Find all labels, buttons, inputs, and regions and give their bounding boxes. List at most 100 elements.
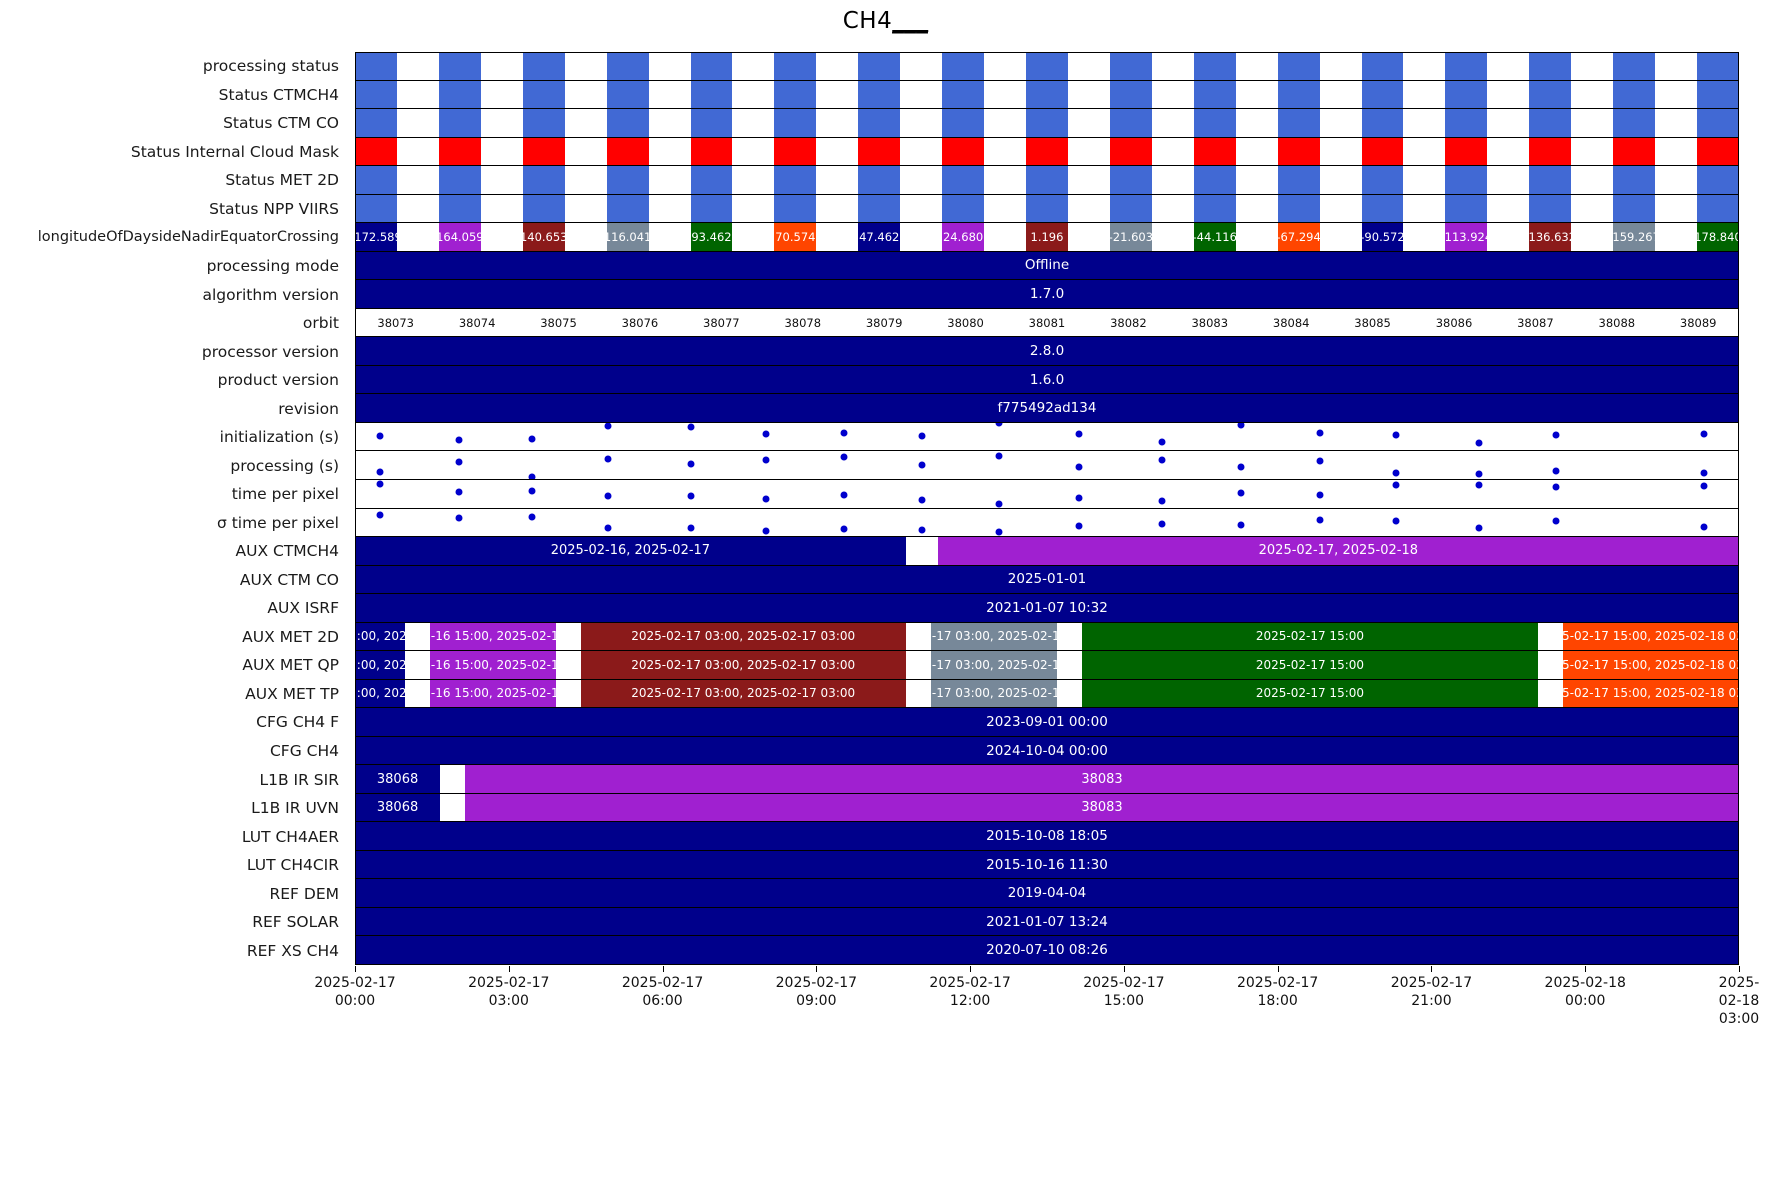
status-cell[interactable] <box>1697 80 1739 109</box>
status-cell[interactable] <box>858 194 901 223</box>
orbit-cell[interactable]: 38075 <box>517 308 600 337</box>
longitude-value-cell[interactable]: 164.059 <box>436 223 484 251</box>
status-cell[interactable] <box>1487 166 1530 194</box>
status-cell[interactable] <box>1277 194 1320 223</box>
status-cell[interactable] <box>480 137 523 166</box>
longitude-value-cell[interactable]: -113.924 <box>1440 223 1492 251</box>
status-cell[interactable] <box>1613 109 1656 137</box>
constant-value-bar[interactable]: Offline <box>355 251 1739 280</box>
status-cell[interactable] <box>858 109 901 137</box>
longitude-gap-cell[interactable] <box>1571 223 1614 251</box>
status-cell[interactable] <box>1529 137 1572 166</box>
status-cell[interactable] <box>858 80 901 109</box>
status-cell[interactable] <box>648 109 691 137</box>
status-cell[interactable] <box>1487 53 1530 80</box>
status-cell[interactable] <box>1529 53 1572 80</box>
constant-value-bar[interactable]: 2015-10-08 18:05 <box>355 822 1739 850</box>
status-cell[interactable] <box>1445 166 1488 194</box>
met-segment[interactable]: 2025-02-17 15:00, 2025-02-18 03:00 <box>1563 679 1739 708</box>
status-cell[interactable] <box>900 166 943 194</box>
status-cell[interactable] <box>1151 80 1194 109</box>
status-cell[interactable] <box>564 194 607 223</box>
status-cell[interactable] <box>1697 53 1739 80</box>
status-cell[interactable] <box>1026 194 1068 223</box>
met-segment[interactable] <box>555 651 581 679</box>
status-cell[interactable] <box>1319 194 1362 223</box>
status-cell[interactable] <box>984 194 1026 223</box>
status-cell[interactable] <box>1109 137 1152 166</box>
status-cell[interactable] <box>1403 53 1446 80</box>
status-cell[interactable] <box>690 137 733 166</box>
status-cell[interactable] <box>1403 137 1446 166</box>
status-cell[interactable] <box>438 109 481 137</box>
longitude-value-cell[interactable]: -90.572 <box>1360 223 1405 251</box>
longitude-gap-cell[interactable] <box>732 223 775 251</box>
longitude-value-cell[interactable]: 47.462 <box>858 223 901 251</box>
status-cell[interactable] <box>1361 137 1404 166</box>
met-segment[interactable]: 2025-02-17 03:00, 2025-02-17 03:00 <box>580 679 906 708</box>
status-cell[interactable] <box>858 137 901 166</box>
orbit-cell[interactable]: 38087 <box>1494 308 1577 337</box>
status-cell[interactable] <box>564 80 607 109</box>
met-segment[interactable] <box>1538 651 1564 679</box>
orbit-cell[interactable]: 38076 <box>599 308 681 337</box>
status-cell[interactable] <box>732 194 775 223</box>
status-cell[interactable] <box>1109 166 1152 194</box>
status-cell[interactable] <box>480 194 523 223</box>
status-cell[interactable] <box>774 137 817 166</box>
status-cell[interactable] <box>1571 166 1614 194</box>
met-segment[interactable]: 2025-02-17 03:00, 2025-02-17 03:00 <box>580 651 906 679</box>
status-cell[interactable] <box>1067 53 1110 80</box>
status-cell[interactable] <box>1697 137 1739 166</box>
longitude-value-cell[interactable]: 178.840 <box>1694 223 1739 251</box>
status-cell[interactable] <box>1403 109 1446 137</box>
status-cell[interactable] <box>1487 109 1530 137</box>
status-cell[interactable] <box>900 137 943 166</box>
status-cell[interactable] <box>984 53 1026 80</box>
status-cell[interactable] <box>1235 166 1278 194</box>
orbit-cell[interactable]: 38081 <box>1006 308 1088 337</box>
status-cell[interactable] <box>480 53 523 80</box>
status-cell[interactable] <box>606 194 649 223</box>
status-cell[interactable] <box>1067 166 1110 194</box>
status-cell[interactable] <box>522 137 565 166</box>
status-cell[interactable] <box>1026 80 1068 109</box>
status-cell[interactable] <box>1319 53 1362 80</box>
longitude-gap-cell[interactable] <box>1319 223 1362 251</box>
status-cell[interactable] <box>1613 194 1656 223</box>
longitude-value-cell[interactable]: -136.632 <box>1524 223 1576 251</box>
met-segment[interactable]: 2025-02-16 15:00, 2025-02-17 03:00 <box>355 651 405 679</box>
constant-value-bar[interactable]: 2015-10-16 11:30 <box>355 850 1739 879</box>
status-cell[interactable] <box>522 109 565 137</box>
met-segment[interactable] <box>905 679 931 708</box>
l1b-segment[interactable]: 38083 <box>465 765 1739 793</box>
longitude-gap-cell[interactable] <box>900 223 943 251</box>
status-cell[interactable] <box>396 80 439 109</box>
longitude-gap-cell[interactable] <box>1403 223 1446 251</box>
constant-value-bar[interactable]: 2019-04-04 <box>355 879 1739 907</box>
status-cell[interactable] <box>1571 80 1614 109</box>
status-cell[interactable] <box>1403 194 1446 223</box>
met-segment[interactable] <box>1056 679 1082 708</box>
status-cell[interactable] <box>1613 80 1656 109</box>
status-cell[interactable] <box>438 137 481 166</box>
status-cell[interactable] <box>1193 80 1236 109</box>
status-cell[interactable] <box>1445 80 1488 109</box>
status-cell[interactable] <box>564 109 607 137</box>
status-cell[interactable] <box>942 109 985 137</box>
status-cell[interactable] <box>396 166 439 194</box>
status-cell[interactable] <box>522 80 565 109</box>
status-cell[interactable] <box>438 166 481 194</box>
longitude-value-cell[interactable]: 70.574 <box>774 223 817 251</box>
met-segment[interactable]: 2025-02-17 15:00 <box>1081 679 1539 708</box>
met-segment[interactable]: 2025-02-17 03:00, 2025-02-17 03:00 <box>580 622 906 651</box>
status-cell[interactable] <box>816 109 859 137</box>
status-cell[interactable] <box>1109 80 1152 109</box>
constant-value-bar[interactable]: 1.6.0 <box>355 365 1739 394</box>
status-cell[interactable] <box>1193 166 1236 194</box>
status-cell[interactable] <box>1655 166 1697 194</box>
aux-ctmch4-segment[interactable]: 2025-02-16, 2025-02-17 <box>355 537 906 565</box>
longitude-gap-cell[interactable] <box>1067 223 1110 251</box>
constant-value-bar[interactable]: 2024-10-04 00:00 <box>355 736 1739 765</box>
met-segment[interactable]: 2025-02-17 15:00 <box>1081 622 1539 651</box>
